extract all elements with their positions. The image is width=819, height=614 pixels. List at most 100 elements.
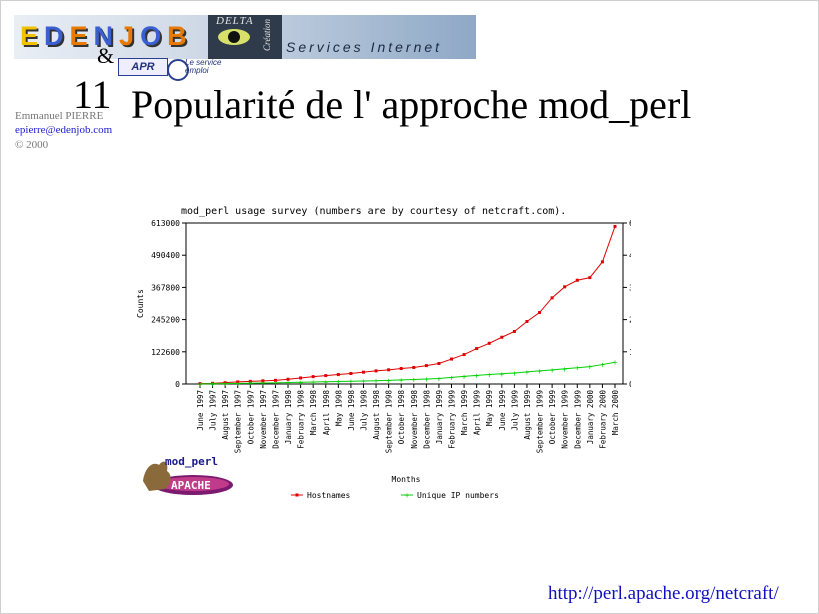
- apr-swirl-icon: [167, 59, 189, 81]
- x-tick-label: October 1998: [397, 390, 406, 445]
- y-tick-label-right: 367800: [629, 283, 631, 292]
- x-tick-label: June 1999: [498, 390, 507, 431]
- x-tick-label: November 1997: [259, 390, 268, 449]
- series-point-ip: +: [449, 373, 454, 382]
- series-point-ip: +: [437, 374, 442, 383]
- series-point-hostnames: [223, 381, 227, 385]
- legend-label-0: Hostnames: [307, 491, 351, 500]
- series-point-hostnames: [575, 278, 579, 282]
- x-tick-label: September 1999: [536, 390, 545, 453]
- edenjob-logo: EDENJOB: [20, 21, 193, 51]
- y-tick-label: 367800: [151, 283, 180, 292]
- y-tick-label: 245200: [151, 316, 180, 325]
- series-point-hostnames: [550, 296, 554, 300]
- y-tick-label: 490400: [151, 251, 180, 260]
- series-point-ip: +: [248, 379, 253, 388]
- author-name: Emmanuel PIERRE: [15, 110, 104, 122]
- legend-marker-1: +: [405, 491, 410, 500]
- series-point-ip: +: [361, 377, 366, 386]
- x-tick-label: July 1999: [510, 390, 519, 431]
- services-internet-text: Services Internet: [286, 39, 443, 55]
- series-point-hostnames: [324, 374, 328, 378]
- series-point-hostnames: [424, 364, 428, 368]
- series-point-ip: +: [474, 371, 479, 380]
- series-point-hostnames: [500, 335, 504, 339]
- legend-label-1: Unique IP numbers: [417, 491, 499, 500]
- mod-perl-apache-logo: mod_perl APACHE: [143, 455, 233, 495]
- series-point-ip: +: [587, 363, 592, 372]
- series-point-hostnames: [475, 347, 479, 351]
- series-point-hostnames: [525, 319, 529, 323]
- x-tick-label: July 1998: [359, 390, 368, 431]
- series-point-ip: +: [424, 375, 429, 384]
- x-tick-label: February 2000: [598, 390, 607, 449]
- series-point-ip: +: [336, 378, 341, 387]
- x-tick-label: November 1999: [561, 390, 570, 449]
- series-point-ip: +: [537, 367, 542, 376]
- x-tick-label: December 1998: [422, 390, 431, 449]
- series-point-ip: +: [298, 378, 303, 387]
- x-tick-label: January 1999: [435, 390, 444, 444]
- camel-icon: [143, 461, 171, 491]
- x-tick-label: October 1997: [246, 390, 255, 444]
- chart-title: mod_perl usage survey (numbers are by co…: [181, 206, 566, 217]
- series-point-hostnames: [374, 369, 378, 373]
- series-point-ip: +: [273, 379, 278, 388]
- x-tick-label: November 1998: [410, 390, 419, 449]
- y-tick-label-right: 0: [629, 380, 631, 389]
- y-tick-label-right: 245200: [629, 316, 631, 325]
- x-axis-label: Months: [392, 475, 421, 484]
- slide-number: 11: [73, 72, 112, 117]
- series-point-ip: +: [260, 379, 265, 388]
- series-point-hostnames: [613, 224, 617, 228]
- series-point-hostnames: [387, 368, 391, 372]
- series-point-hostnames: [487, 341, 491, 345]
- series-point-hostnames: [261, 379, 265, 383]
- series-point-hostnames: [336, 373, 340, 377]
- series-point-hostnames: [399, 367, 403, 371]
- series-point-hostnames: [286, 377, 290, 381]
- apache-logo-text: APACHE: [171, 479, 211, 492]
- x-tick-label: March 2000: [611, 390, 620, 436]
- series-point-hostnames: [349, 371, 353, 375]
- series-point-ip: +: [374, 377, 379, 386]
- edenjob-banner: EDENJOB DELTA Création Services Internet: [14, 15, 476, 59]
- series-point-hostnames: [600, 260, 604, 264]
- series-point-hostnames: [412, 365, 416, 369]
- x-tick-label: August 1997: [221, 390, 230, 440]
- x-tick-label: January 2000: [586, 390, 595, 445]
- series-point-ip: +: [499, 370, 504, 379]
- series-point-ip: +: [386, 376, 391, 385]
- series-point-hostnames: [512, 329, 516, 333]
- series-point-ip: +: [487, 371, 492, 380]
- series-line-0: [199, 226, 616, 385]
- x-tick-label: September 1997: [234, 390, 243, 453]
- x-tick-label: December 1997: [271, 390, 280, 449]
- slide-title: Popularité de l' approche mod_perl: [131, 82, 692, 127]
- x-tick-label: March 1998: [309, 390, 318, 436]
- apr-logo: APR: [118, 58, 168, 76]
- copyright: © 2000: [15, 139, 49, 151]
- y-tick-label: 613000: [151, 219, 180, 228]
- y-tick-label: 122600: [151, 348, 180, 357]
- plot-frame: [185, 222, 624, 385]
- apr-subtitle: Le service emploi: [185, 58, 222, 75]
- series-point-hostnames: [538, 311, 542, 315]
- x-tick-label: August 1998: [372, 390, 381, 440]
- x-tick-label: September 1998: [385, 390, 394, 454]
- x-tick-label: February 1999: [448, 390, 457, 449]
- series-point-ip: +: [575, 364, 580, 373]
- x-tick-label: August 1999: [523, 390, 532, 440]
- mod-perl-logo-text: mod_perl: [165, 455, 218, 468]
- series-point-ip: +: [562, 365, 567, 374]
- series-point-hostnames: [273, 378, 277, 382]
- x-tick-label: December 1999: [573, 390, 582, 449]
- series-point-ip: +: [399, 376, 404, 385]
- series-point-ip: +: [311, 378, 316, 387]
- x-tick-label: January 1998: [284, 390, 293, 445]
- netcraft-link[interactable]: http://perl.apache.org/netcraft/: [548, 583, 779, 604]
- ampersand: &: [97, 43, 115, 68]
- series-point-hostnames: [361, 370, 365, 374]
- series-point-hostnames: [462, 353, 466, 357]
